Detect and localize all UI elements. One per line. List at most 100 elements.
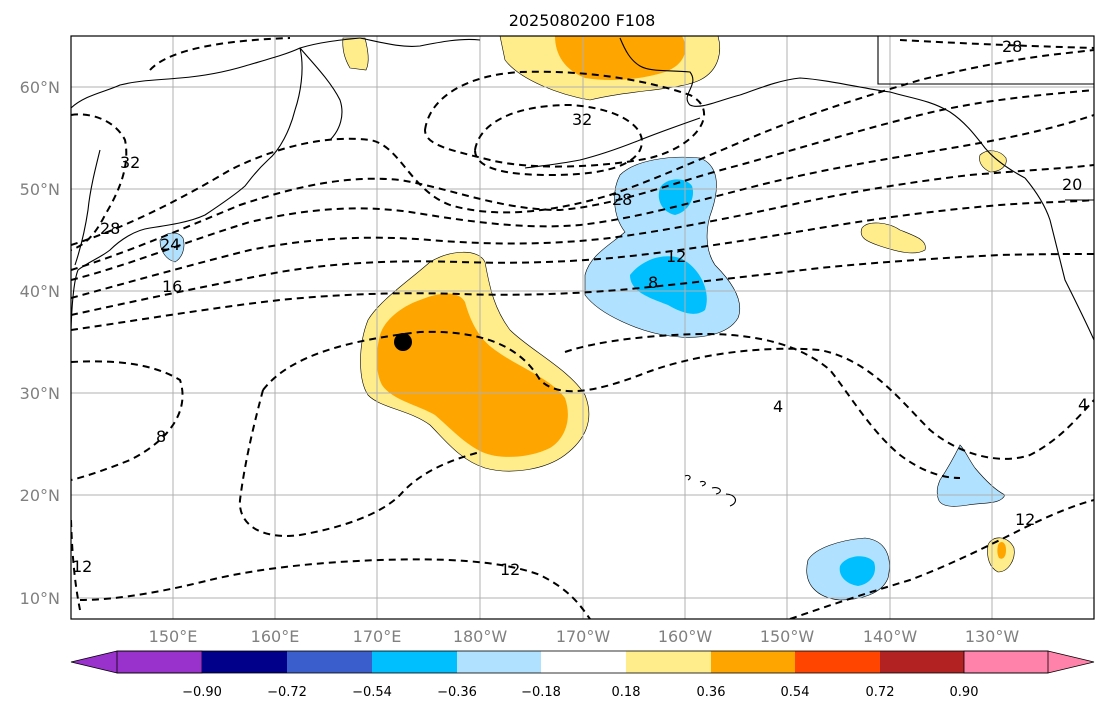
contour-label-12-se: 12 bbox=[1015, 510, 1035, 529]
coast-aleutians bbox=[524, 117, 701, 169]
warm-patch-alaska bbox=[979, 150, 1007, 173]
cool-patch-north-deep bbox=[658, 179, 694, 215]
contour-4 bbox=[262, 330, 1094, 460]
lon-label-160e: 160°E bbox=[251, 627, 300, 646]
contour-label-32-w: 32 bbox=[120, 153, 140, 172]
colorbar-segment-0 bbox=[70, 650, 203, 674]
lon-label-170e: 170°E bbox=[353, 627, 402, 646]
contour-label-32: 32 bbox=[572, 110, 592, 129]
contour-label-8: 8 bbox=[648, 273, 658, 292]
contour-32-inner bbox=[473, 103, 643, 177]
colorbar bbox=[70, 650, 1095, 674]
contour-8-south bbox=[71, 360, 184, 481]
colorbar-tick-labels: −0.90 −0.72 −0.54 −0.36 −0.18 0.18 0.36 … bbox=[182, 685, 978, 700]
lat-label-20n: 20°N bbox=[20, 486, 60, 505]
contour-28-ne bbox=[899, 39, 1094, 49]
colorbar-segment-2 bbox=[287, 651, 372, 673]
colorbar-segment-3 bbox=[372, 651, 457, 673]
contour-24 bbox=[71, 89, 1094, 271]
coast-siberia-east bbox=[359, 37, 481, 47]
lon-label-160w: 160°W bbox=[658, 627, 713, 646]
map-title: 2025080200 F108 bbox=[509, 11, 656, 30]
lon-label-180w: 180°W bbox=[453, 627, 508, 646]
colorbar-segment-4 bbox=[457, 651, 541, 673]
longitude-labels: 150°E 160°E 170°E 180°W 170°W 160°W 150°… bbox=[149, 627, 1020, 646]
cb-tick-5: 0.18 bbox=[612, 685, 641, 700]
colorbar-segment-5 bbox=[541, 651, 626, 673]
cb-tick-6: 0.36 bbox=[697, 685, 726, 700]
contour-label-4-e: 4 bbox=[1078, 395, 1088, 414]
contour-4-inner bbox=[564, 332, 961, 479]
lon-label-150w: 150°W bbox=[760, 627, 815, 646]
cb-tick-4: −0.18 bbox=[521, 685, 561, 700]
lat-label-50n: 50°N bbox=[20, 180, 60, 199]
latitude-labels: 60°N 50°N 40°N 30°N 20°N 10°N bbox=[20, 78, 60, 608]
lon-label-130w: 130°W bbox=[965, 627, 1020, 646]
contour-label-8-sw: 8 bbox=[156, 427, 166, 446]
contour-label-28-w: 28 bbox=[100, 219, 120, 238]
lon-label-150e: 150°E bbox=[149, 627, 198, 646]
cb-tick-2: −0.54 bbox=[352, 685, 392, 700]
canada-border bbox=[877, 36, 1094, 85]
contour-label-12: 12 bbox=[666, 247, 686, 266]
contour-label-16: 16 bbox=[162, 277, 182, 296]
cb-tick-1: −0.72 bbox=[267, 685, 307, 700]
contour-20 bbox=[71, 114, 1094, 281]
cb-tick-9: 0.90 bbox=[950, 685, 979, 700]
contour-label-24: 24 bbox=[160, 235, 180, 254]
coast-alaska-west bbox=[619, 37, 741, 107]
contour-28-main bbox=[71, 49, 1094, 246]
contour-label-4: 4 bbox=[773, 397, 783, 416]
contour-labels: 28 32 32 28 24 16 28 12 8 20 8 4 4 12 12… bbox=[72, 37, 1088, 579]
contour-12-top bbox=[71, 199, 1094, 316]
lon-label-170w: 170°W bbox=[556, 627, 611, 646]
cool-patch-west bbox=[159, 232, 185, 263]
gridlines bbox=[71, 36, 1094, 619]
colorbar-segment-7 bbox=[711, 651, 795, 673]
warm-patch-bering-orange bbox=[555, 36, 686, 80]
warm-patch-southeast-orange bbox=[997, 542, 1006, 559]
contours bbox=[71, 37, 1094, 619]
cb-tick-0: −0.90 bbox=[182, 685, 222, 700]
contour-label-20: 20 bbox=[1062, 175, 1082, 194]
map-area: 28 32 32 28 24 16 28 12 8 20 8 4 4 12 12… bbox=[71, 36, 1094, 619]
coast-na-west bbox=[1024, 177, 1094, 341]
cb-tick-7: 0.54 bbox=[781, 685, 810, 700]
colorbar-segment-10 bbox=[963, 650, 1095, 674]
lat-label-60n: 60°N bbox=[20, 78, 60, 97]
coast-hawaii bbox=[684, 474, 737, 507]
contour-16 bbox=[71, 164, 1094, 299]
contour-label-28: 28 bbox=[612, 190, 632, 209]
colorbar-segment-9 bbox=[880, 651, 964, 673]
colorbar-frame bbox=[116, 650, 1049, 674]
contour-32-north bbox=[149, 37, 706, 168]
coast-alaska-south bbox=[739, 77, 1026, 179]
contour-28-west bbox=[71, 113, 128, 251]
warm-patch-central-orange bbox=[376, 293, 568, 457]
colorbar-segment-8 bbox=[795, 651, 880, 673]
lat-label-40n: 40°N bbox=[20, 282, 60, 301]
cb-tick-3: −0.36 bbox=[437, 685, 477, 700]
cool-patch-south-deep bbox=[839, 556, 876, 586]
colorbar-segment-6 bbox=[626, 651, 711, 673]
warm-patch-siberia bbox=[342, 37, 369, 71]
lat-label-10n: 10°N bbox=[20, 589, 60, 608]
coastlines bbox=[71, 36, 1094, 507]
map-frame bbox=[70, 35, 1095, 620]
cb-tick-8: 0.72 bbox=[866, 685, 895, 700]
colorbar-segment-1 bbox=[202, 651, 287, 673]
contour-label-28-ne: 28 bbox=[1002, 37, 1022, 56]
contour-12-south bbox=[79, 558, 591, 619]
warm-patch-northeast bbox=[860, 222, 926, 254]
coast-asia bbox=[71, 37, 361, 331]
contour-8-loop bbox=[238, 389, 481, 537]
contour-12-se bbox=[789, 499, 1094, 619]
contour-8-mid bbox=[71, 253, 1094, 331]
lat-label-30n: 30°N bbox=[20, 384, 60, 403]
contour-label-12-s: 12 bbox=[500, 560, 520, 579]
lon-label-140w: 140°W bbox=[863, 627, 918, 646]
location-marker-dot bbox=[394, 333, 412, 351]
anomaly-shading bbox=[159, 36, 1015, 601]
coast-kamchatka bbox=[299, 47, 343, 141]
